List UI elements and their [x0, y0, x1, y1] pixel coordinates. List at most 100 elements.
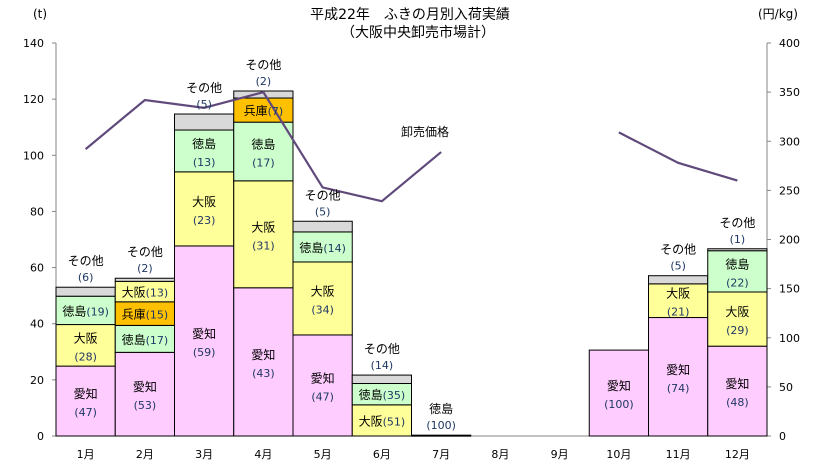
- y-tick-label: 60: [30, 262, 44, 275]
- data-label-share: (17): [146, 334, 169, 347]
- data-label-share: (21): [667, 306, 690, 319]
- data-label-origin: その他: [186, 81, 222, 95]
- data-label-origin: 大阪(51): [359, 414, 406, 428]
- data-label-origin: 徳島: [251, 136, 275, 151]
- data-label-origin: 愛知: [725, 377, 749, 391]
- y2-tick-label: 50: [779, 381, 793, 394]
- data-label-share: (35): [383, 389, 406, 402]
- data-label-share: (34): [311, 303, 334, 316]
- data-label-share: (19): [86, 305, 109, 318]
- data-label-origin: 大阪(13): [122, 286, 169, 300]
- data-label-share: (7): [268, 105, 284, 118]
- data-label-share: (29): [726, 324, 749, 337]
- y2-axis-label: (円/kg): [758, 7, 798, 21]
- y2-tick-label: 300: [779, 135, 800, 148]
- x-tick-label: 11月: [666, 448, 691, 461]
- bar-segment: [174, 245, 235, 437]
- data-label-share: (14): [323, 242, 346, 255]
- data-label-share: (2): [256, 75, 272, 88]
- bar-segment: [292, 220, 353, 233]
- data-label-origin: その他: [68, 254, 104, 268]
- data-label-share: (5): [670, 260, 686, 273]
- data-label-share: (5): [315, 205, 331, 218]
- price-line: [618, 131, 738, 182]
- y2-tick-label: 350: [779, 86, 800, 99]
- data-label-origin: 大阪: [725, 305, 749, 319]
- x-tick-label: 1月: [77, 448, 95, 461]
- data-label-origin: 徳島: [192, 136, 216, 151]
- data-label-origin: 大阪: [74, 331, 98, 345]
- data-label-origin: 愛知: [192, 327, 216, 341]
- data-label-share: (17): [252, 156, 275, 169]
- data-label-share: (48): [726, 396, 749, 409]
- data-label-origin: 兵庫(15): [122, 308, 169, 322]
- y-axis-label: (t): [33, 7, 47, 21]
- bar-segment: [411, 434, 472, 437]
- bar-segment: [707, 291, 768, 347]
- bar-segment: [351, 404, 412, 437]
- x-tick-label: 10月: [606, 448, 631, 461]
- price-series-label: 卸売価格: [401, 124, 449, 139]
- data-label-origin: 兵庫(7): [244, 104, 284, 118]
- data-label-origin: その他: [127, 245, 163, 259]
- x-tick-label: 5月: [314, 448, 332, 461]
- y-tick-label: 20: [30, 374, 44, 387]
- bar-segment: [55, 286, 116, 297]
- y-tick-label: 120: [23, 93, 44, 106]
- data-label-origin: 徳島: [429, 401, 453, 416]
- bar-segment: [648, 317, 709, 437]
- bar-segment: [174, 171, 235, 247]
- x-tick-label: 2月: [136, 448, 154, 461]
- bar-segment: [174, 113, 235, 131]
- data-label-share: (74): [667, 382, 690, 395]
- x-tick-label: 9月: [551, 448, 569, 461]
- data-label-share: (31): [252, 239, 275, 252]
- data-label-share: (43): [252, 367, 275, 380]
- data-label-origin: 徳島(19): [62, 303, 109, 318]
- x-tick-label: 4月: [254, 448, 272, 461]
- x-tick-label: 6月: [373, 448, 391, 461]
- data-label-origin: 大阪: [311, 284, 335, 298]
- chart-subtitle: （大阪中央卸売市場計）: [341, 24, 495, 41]
- data-label-origin: 徳島(35): [359, 387, 406, 402]
- bar-segment: [114, 277, 175, 282]
- data-label-share: (59): [193, 346, 216, 359]
- bar-segment: [707, 250, 768, 293]
- data-label-share: (5): [196, 98, 212, 111]
- bar-segment: [707, 248, 768, 252]
- data-label-origin: 愛知: [133, 380, 157, 394]
- y-tick-label: 100: [23, 149, 44, 162]
- data-label-share: (22): [726, 276, 749, 289]
- bar-segment: [707, 345, 768, 437]
- data-label-share: (28): [74, 350, 97, 363]
- data-label-origin: 徳島(14): [299, 240, 346, 255]
- bar-segment: [55, 365, 116, 437]
- data-label-share: (13): [146, 287, 169, 300]
- data-label-origin: 愛知: [74, 387, 98, 401]
- data-label-origin: 愛知: [311, 371, 335, 385]
- data-label-share: (47): [311, 390, 334, 403]
- y-tick-label: 40: [30, 318, 44, 331]
- x-tick-label: 8月: [491, 448, 509, 461]
- chart-title: 平成22年 ふきの月別入荷実績: [310, 7, 510, 23]
- data-label-share: (1): [730, 233, 746, 246]
- bar-segment: [351, 374, 412, 385]
- data-label-share: (6): [78, 271, 94, 284]
- data-label-share: (47): [74, 406, 97, 419]
- bar-segment: [233, 180, 294, 289]
- x-tick-label: 7月: [432, 448, 450, 461]
- y-tick-label: 0: [37, 430, 44, 443]
- data-label-share: (14): [371, 359, 394, 372]
- data-label-share: (2): [137, 262, 153, 275]
- data-label-origin: 愛知: [666, 363, 690, 377]
- data-label-share: (23): [193, 214, 216, 227]
- data-label-origin: その他: [660, 243, 696, 257]
- bar-segment: [55, 324, 116, 367]
- bar-segment: [292, 261, 353, 336]
- x-tick-label: 3月: [195, 448, 213, 461]
- bar-segment: [648, 275, 709, 285]
- data-label-origin: その他: [305, 188, 341, 202]
- x-tick-label: 12月: [725, 448, 750, 461]
- data-label-origin: 愛知: [251, 348, 275, 362]
